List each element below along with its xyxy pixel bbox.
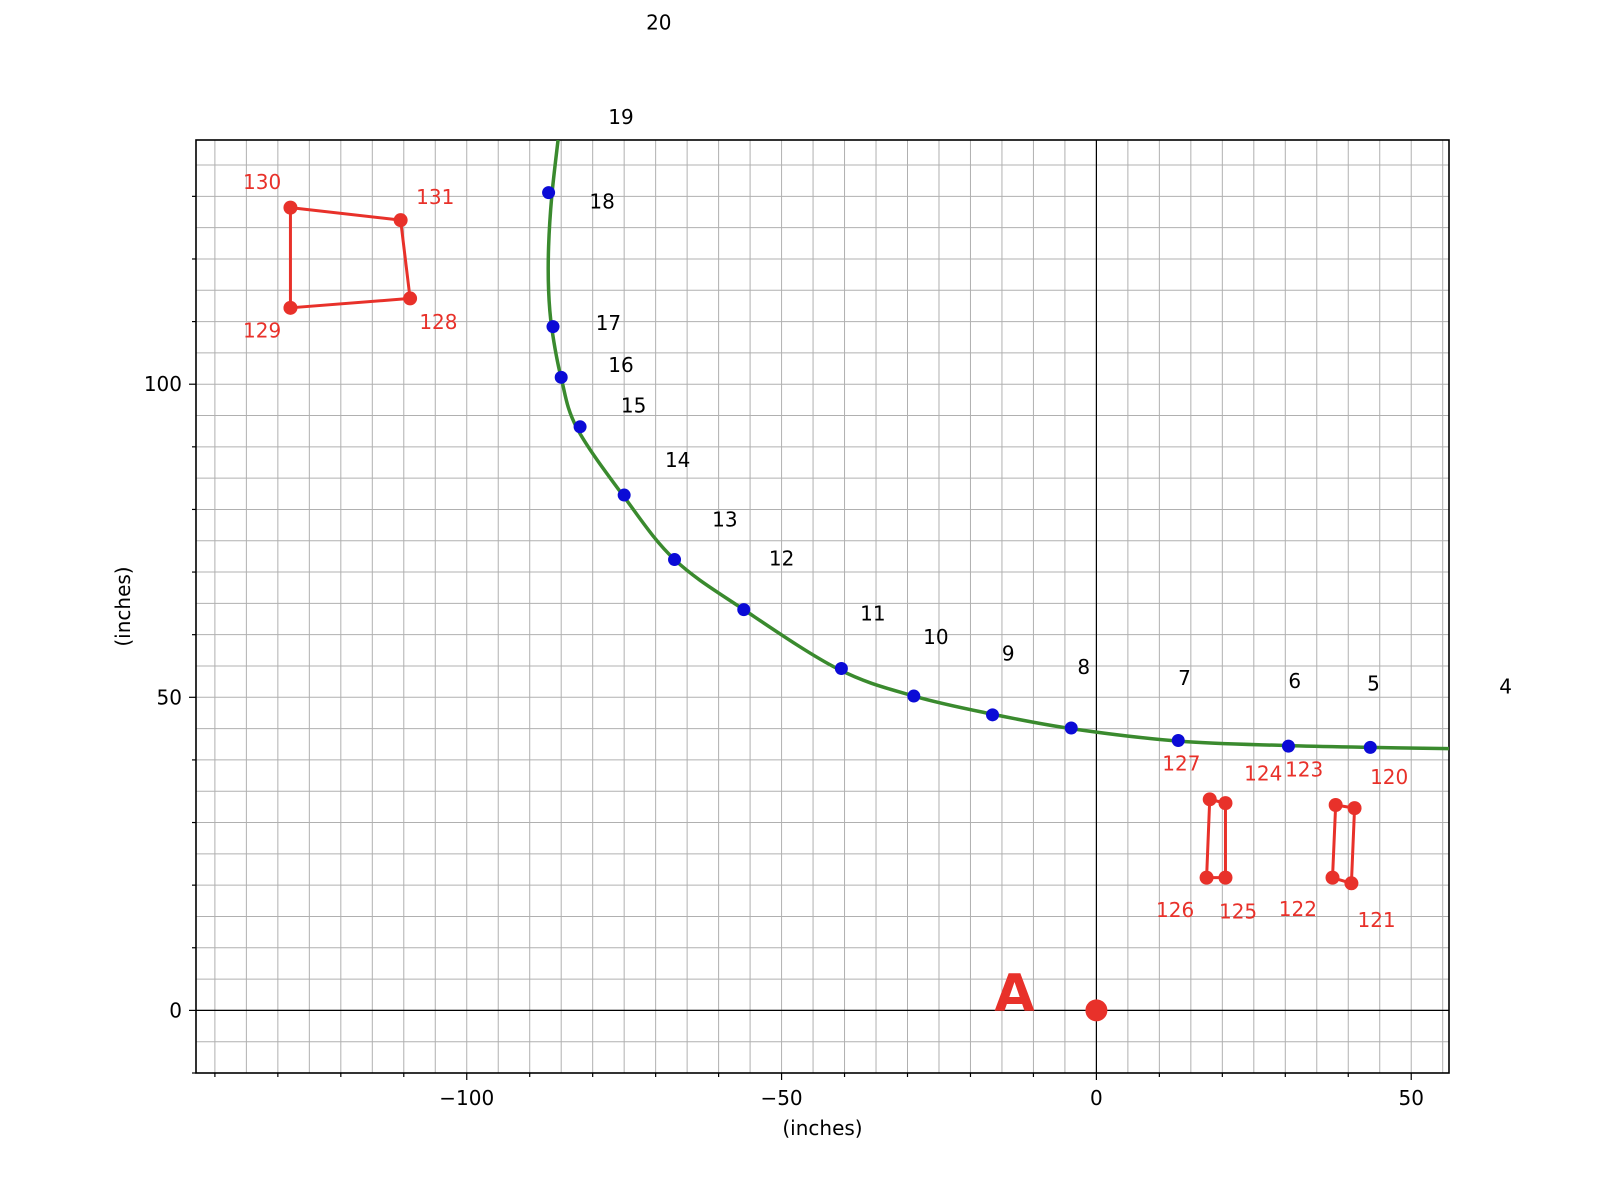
path-point-label: 16 [608, 353, 633, 377]
path-point [617, 488, 631, 502]
origin-label: A [994, 964, 1034, 1024]
path-point-label: 7 [1178, 666, 1191, 690]
obstacle-point-label: 127 [1162, 752, 1200, 776]
path-curve [546, 140, 1449, 751]
obstacle-point-label: 130 [243, 170, 281, 194]
plot-frame [195, 139, 1450, 1074]
obstacle-point [1199, 870, 1214, 885]
obstacle-point [283, 200, 298, 215]
obstacle-point-label: 120 [1370, 765, 1408, 789]
obstacles [283, 200, 1362, 891]
y-axis-label: (inches) [111, 566, 135, 646]
path-point-label: 19 [608, 105, 633, 129]
path-point-label: 12 [769, 546, 794, 570]
x-tick-label: 0 [1090, 1086, 1103, 1110]
y-tick-label: 0 [169, 998, 182, 1022]
obstacle-point [393, 213, 408, 228]
path-point-label: 15 [621, 393, 646, 417]
grid [196, 140, 1449, 1074]
x-tick-label: −50 [760, 1086, 802, 1110]
path-point [1363, 740, 1377, 754]
path-point-label: 17 [596, 311, 621, 335]
obstacle-point [1344, 876, 1359, 891]
path-point [1171, 734, 1185, 748]
axis-ticks: −100 −50 0 50 0 50 100 [144, 195, 1424, 1110]
path-curve-line [546, 140, 1449, 751]
obstacle-point [283, 300, 298, 315]
y-tick-label: 100 [144, 372, 182, 396]
origin: A [994, 964, 1108, 1024]
obstacle-point [403, 291, 418, 306]
origin-marker [1085, 999, 1108, 1022]
obstacle-point-label: 126 [1156, 898, 1194, 922]
obstacle-point-label: 124 [1244, 762, 1282, 786]
obstacle-point [1202, 792, 1217, 807]
path-point-label: 18 [589, 189, 614, 213]
obstacle-point [1347, 801, 1362, 816]
path-point [907, 689, 921, 703]
point-labels: 4 5 6 7 8 9 10 11 12 13 14 15 16 17 18 19 20 120 121 122 123… [243, 10, 1512, 932]
path-point [737, 603, 751, 617]
path-point-label: 6 [1288, 669, 1301, 693]
x-tick-label: 50 [1398, 1086, 1423, 1110]
path-point [986, 708, 1000, 722]
obstacle-point-label: 125 [1219, 899, 1257, 923]
path-point-label: 4 [1499, 675, 1512, 699]
obstacle-point [1218, 796, 1233, 811]
path-point [1281, 739, 1295, 753]
obstacle-point-label: 123 [1285, 757, 1323, 781]
path-point [554, 370, 568, 384]
obstacle-point-label: 131 [416, 185, 454, 209]
obstacle-point [1328, 797, 1343, 812]
path-point-label: 5 [1367, 672, 1380, 696]
x-axis-label: (inches) [782, 1116, 862, 1140]
zero-axes [196, 140, 1449, 1073]
y-tick-label: 50 [157, 685, 182, 709]
path-point [1064, 721, 1078, 735]
obstacle-point [1218, 870, 1233, 885]
path-point [546, 320, 560, 334]
path-point [668, 553, 682, 567]
path-point-label: 14 [665, 448, 690, 472]
obstacle-point-label: 128 [419, 310, 457, 334]
path-point-label: 10 [923, 625, 948, 649]
x-tick-label: −100 [439, 1086, 494, 1110]
obstacle-outline [288, 206, 412, 310]
path-points [542, 186, 1377, 754]
path-point [542, 186, 556, 200]
obstacle-point-label: 122 [1279, 897, 1317, 921]
obstacle-point-label: 129 [243, 318, 281, 342]
path-point-label: 13 [712, 507, 737, 531]
path-point [573, 420, 587, 434]
obstacle-point [1325, 870, 1340, 885]
path-point-label: 9 [1002, 641, 1015, 665]
path-point [834, 661, 848, 675]
path-point-label: 11 [860, 601, 885, 625]
path-point-label: 20 [646, 10, 671, 34]
obstacle-point-label: 121 [1357, 908, 1395, 932]
path-point-label: 8 [1077, 655, 1090, 679]
